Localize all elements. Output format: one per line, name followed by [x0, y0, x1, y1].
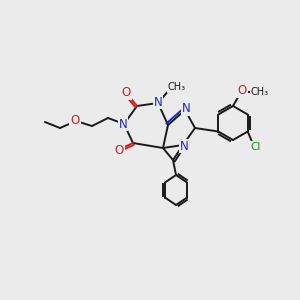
- Text: N: N: [118, 118, 127, 130]
- Text: N: N: [180, 140, 188, 152]
- Text: O: O: [114, 143, 124, 157]
- Text: Cl: Cl: [250, 142, 261, 152]
- Text: N: N: [182, 103, 190, 116]
- Text: CH₃: CH₃: [251, 87, 269, 97]
- Text: CH₃: CH₃: [168, 82, 186, 92]
- Text: O: O: [70, 113, 80, 127]
- Text: O: O: [122, 86, 130, 100]
- Text: N: N: [154, 95, 162, 109]
- Text: O: O: [237, 85, 247, 98]
